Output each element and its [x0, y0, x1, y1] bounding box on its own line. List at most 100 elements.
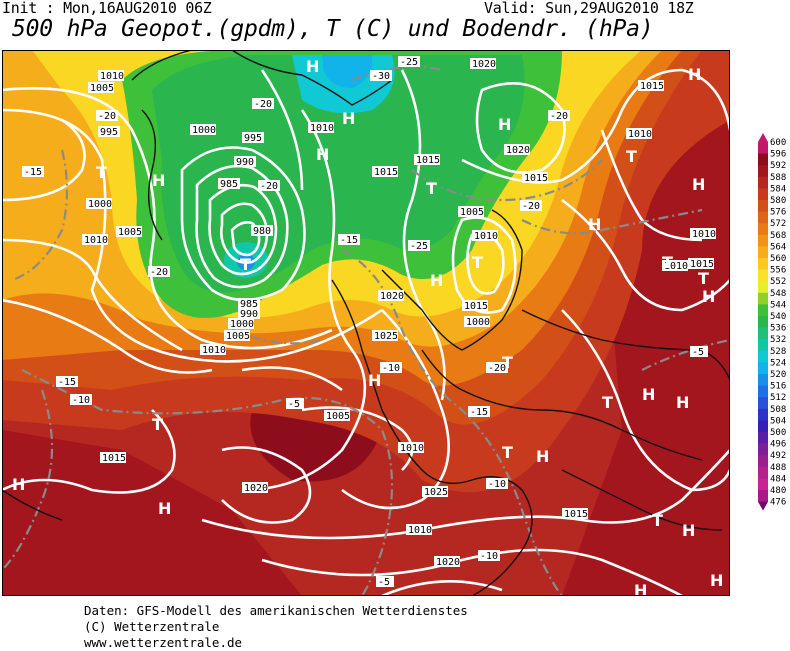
svg-text:1015: 1015 [464, 301, 488, 312]
low-marker: T [698, 269, 709, 288]
temperature-label: -30 [370, 70, 392, 82]
temperature-label: -20 [96, 110, 118, 122]
legend-label: 584 [770, 184, 786, 194]
pressure-label: 1020 [470, 58, 496, 70]
pressure-label: 1015 [522, 172, 548, 184]
svg-text:-10: -10 [382, 363, 400, 374]
legend-swatch [758, 211, 768, 224]
low-marker: T [602, 393, 613, 412]
high-marker: H [152, 171, 165, 190]
pressure-label: 1000 [86, 198, 112, 210]
legend-label: 588 [770, 173, 786, 183]
legend-swatch [758, 188, 768, 201]
pressure-label: 1010 [690, 228, 716, 240]
pressure-label: 990 [234, 156, 256, 168]
svg-text:1000: 1000 [466, 317, 490, 328]
legend-label: 600 [770, 138, 786, 148]
legend-swatch [758, 327, 768, 340]
high-marker: H [316, 145, 329, 164]
svg-text:-20: -20 [254, 99, 272, 110]
pressure-label: 1005 [88, 82, 114, 94]
legend-swatch [758, 490, 768, 503]
high-marker: H [702, 287, 715, 306]
high-marker: H [12, 475, 25, 494]
svg-text:1000: 1000 [230, 319, 254, 330]
pressure-label: 1010 [398, 442, 424, 454]
high-marker: H [498, 115, 511, 134]
high-marker: H [536, 447, 549, 466]
footer-copyright: (C) Wetterzentrale [84, 619, 220, 634]
svg-text:-20: -20 [150, 267, 168, 278]
svg-text:1015: 1015 [524, 173, 548, 184]
pressure-label: 980 [251, 225, 273, 237]
temperature-label: -20 [252, 98, 274, 110]
legend-swatch [758, 478, 768, 491]
legend-swatch [758, 281, 768, 294]
high-marker: H [642, 385, 655, 404]
pressure-label: 1015 [688, 258, 714, 270]
svg-text:-5: -5 [288, 399, 300, 410]
legend-label: 576 [770, 208, 786, 218]
high-marker: H [676, 393, 689, 412]
high-marker: H [588, 215, 601, 234]
temp-field-dark-sw [2, 430, 302, 596]
pressure-label: 1015 [372, 166, 398, 178]
pressure-label: 1025 [372, 330, 398, 342]
legend-label: 580 [770, 196, 786, 206]
legend-label: 556 [770, 266, 786, 276]
svg-text:-10: -10 [480, 551, 498, 562]
pressure-label: 1010 [82, 234, 108, 246]
pressure-label: 1015 [562, 508, 588, 520]
pressure-label: 1010 [308, 122, 334, 134]
svg-text:1015: 1015 [102, 453, 126, 464]
pressure-label: 985 [218, 178, 240, 190]
legend-swatch [758, 200, 768, 213]
pressure-label: 1020 [378, 290, 404, 302]
temperature-label: -15 [56, 376, 78, 388]
legend-label: 552 [770, 277, 786, 287]
pressure-label: 1000 [228, 318, 254, 330]
legend-label: 500 [770, 428, 786, 438]
weather-map: 1010 1005 995 1000 1010 1005 1000 985 99… [2, 50, 730, 596]
low-marker: T [240, 255, 251, 274]
svg-text:1025: 1025 [424, 487, 448, 498]
svg-text:-15: -15 [340, 235, 358, 246]
legend-label: 492 [770, 451, 786, 461]
legend-label: 528 [770, 347, 786, 357]
svg-text:1010: 1010 [202, 345, 226, 356]
coastlines [2, 50, 730, 596]
legend-label: 540 [770, 312, 786, 322]
legend-swatch [758, 420, 768, 433]
legend-swatch [758, 142, 768, 155]
pressure-label: 1000 [190, 124, 216, 136]
legend-label: 572 [770, 219, 786, 229]
legend-swatch [758, 350, 768, 363]
high-marker: H [634, 581, 647, 596]
pressure-label: 1000 [464, 316, 490, 328]
legend-label: 548 [770, 289, 786, 299]
pressure-label: 1010 [98, 70, 124, 82]
temperature-label: -15 [22, 166, 44, 178]
legend-swatch [758, 432, 768, 445]
pressure-label: 1010 [200, 344, 226, 356]
high-marker: H [158, 499, 171, 518]
svg-text:1010: 1010 [408, 525, 432, 536]
svg-text:985: 985 [240, 299, 258, 310]
legend-swatch [758, 408, 768, 421]
svg-text:-20: -20 [98, 111, 116, 122]
svg-text:-15: -15 [58, 377, 76, 388]
low-marker: T [652, 511, 663, 530]
high-marker: H [368, 371, 381, 390]
svg-text:-25: -25 [400, 57, 418, 68]
legend-label: 504 [770, 416, 786, 426]
high-marker: H [342, 109, 355, 128]
svg-text:1020: 1020 [380, 291, 404, 302]
svg-text:1010: 1010 [474, 231, 498, 242]
legend-swatch [758, 362, 768, 375]
svg-text:-10: -10 [488, 479, 506, 490]
svg-text:-20: -20 [488, 363, 506, 374]
temperature-label: -20 [486, 362, 508, 374]
svg-text:-20: -20 [550, 111, 568, 122]
temperature-labels: -25 -30 -20 -20 -20 -15 -25 -20 -15 -10 … [22, 56, 708, 588]
